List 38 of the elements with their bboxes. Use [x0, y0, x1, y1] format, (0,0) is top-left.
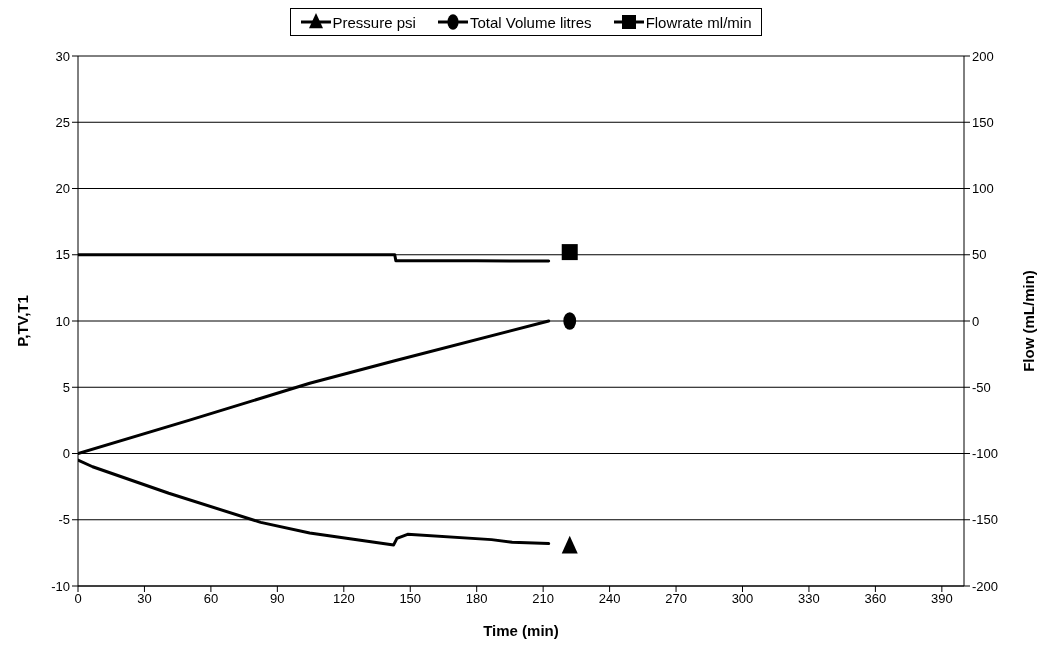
y2-tick-label: 100 [972, 181, 994, 197]
legend-label: Flowrate ml/min [645, 13, 752, 31]
x-tick-label: 30 [137, 591, 152, 607]
y-tick-label: -10 [51, 578, 70, 594]
x-tick-label: 390 [931, 591, 953, 607]
x-axis-title: Time (min) [483, 622, 559, 639]
y-tick-label: 25 [55, 114, 70, 130]
legend-label: Pressure psi [332, 13, 416, 31]
y-tick-label: 15 [55, 247, 70, 263]
x-tick-label: 60 [203, 591, 219, 607]
y2-axis-title: Flow (mL/min) [1020, 270, 1038, 372]
x-tick-label: 180 [465, 591, 488, 607]
x-tick-label: 90 [270, 591, 285, 607]
y-tick-label: 30 [55, 48, 70, 64]
y2-tick-label: 150 [972, 114, 994, 130]
y-tick-label: 5 [62, 379, 70, 395]
x-tick-label: 0 [74, 591, 82, 607]
legend-label: Total Volume litres [469, 13, 592, 31]
x-tick-label: 120 [332, 591, 355, 607]
y2-tick-label: 0 [972, 313, 980, 329]
y2-tick-label: -200 [972, 578, 999, 594]
x-tick-label: 210 [532, 591, 554, 607]
x-tick-label: 270 [665, 591, 687, 607]
x-tick-label: 330 [798, 591, 820, 607]
x-tick-label: 150 [399, 591, 422, 607]
y-tick-label: 0 [62, 446, 70, 462]
y-tick-label: 20 [55, 181, 70, 197]
y2-tick-label: -150 [972, 512, 999, 528]
y2-tick-label: -100 [972, 446, 999, 462]
y2-tick-label: 200 [972, 48, 994, 64]
x-tick-label: 360 [864, 591, 887, 607]
x-tick-label: 240 [598, 591, 621, 607]
y-tick-label: -5 [58, 512, 70, 528]
y-axis-title: P,TV,T1 [14, 295, 32, 347]
y-tick-label: 10 [55, 313, 70, 329]
y2-tick-label: 50 [972, 247, 987, 263]
x-tick-label: 300 [731, 591, 754, 607]
y2-tick-label: -50 [972, 379, 991, 395]
